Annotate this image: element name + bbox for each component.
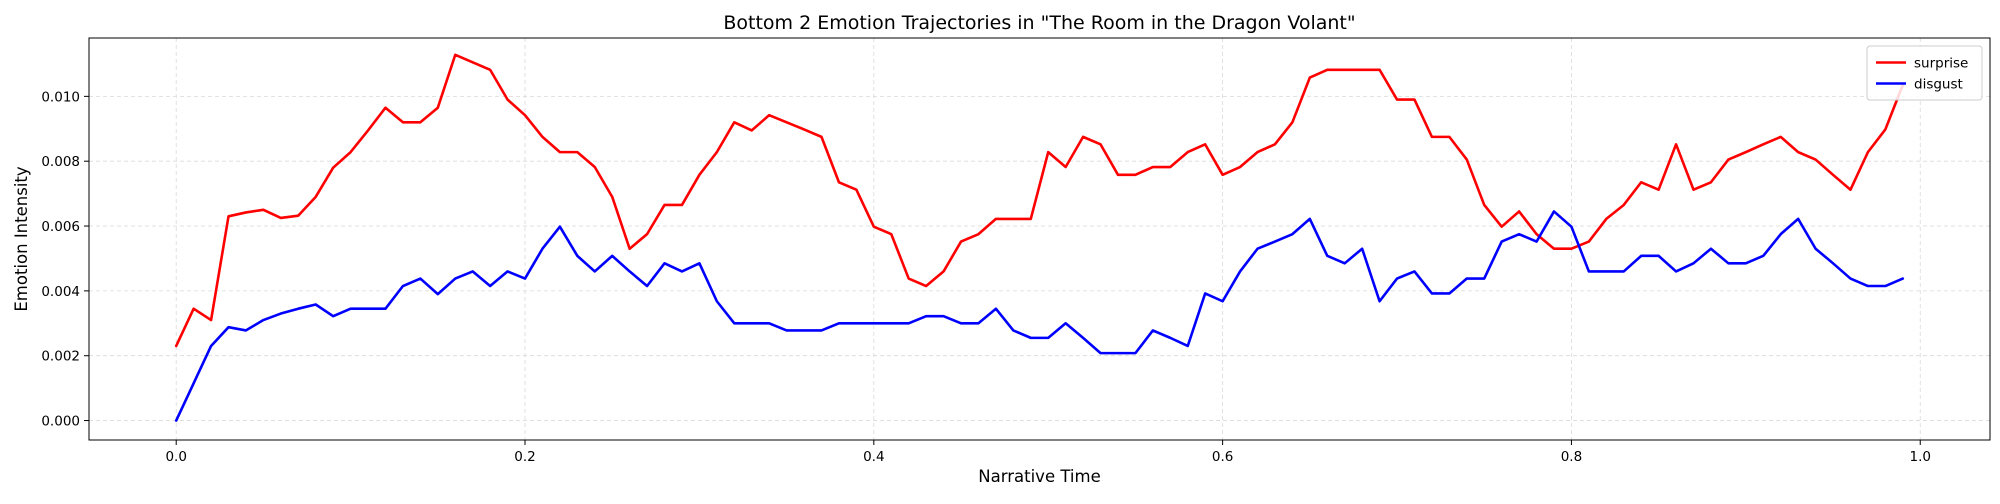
legend-box <box>1866 45 1983 101</box>
legend-label-disgust: disgust <box>1914 77 1963 93</box>
y-tick-label: 0.004 <box>41 284 80 300</box>
x-axis-label: Narrative Time <box>978 467 1100 486</box>
x-tick-label: 0.6 <box>1212 449 1233 465</box>
y-tick-label: 0.000 <box>41 414 80 430</box>
y-tick-label: 0.008 <box>41 154 80 170</box>
x-tick-label: 0.0 <box>165 449 186 465</box>
grid <box>89 38 1990 440</box>
x-tick-label: 0.8 <box>1561 449 1582 465</box>
legend-label-surprise: surprise <box>1914 56 1968 72</box>
y-tick-label: 0.006 <box>41 219 80 235</box>
y-axis-label: Emotion Intensity <box>12 166 31 311</box>
series-line-disgust <box>174 210 1905 422</box>
y-tick-label: 0.002 <box>41 349 80 365</box>
chart-title: Bottom 2 Emotion Trajectories in "The Ro… <box>723 12 1355 34</box>
x-tick-label: 1.0 <box>1909 449 1930 465</box>
x-tick-label: 0.4 <box>863 449 884 465</box>
x-tick-label: 0.2 <box>514 449 535 465</box>
legend: surprise disgust <box>1866 45 1983 101</box>
y-tick-label: 0.010 <box>41 89 80 105</box>
axis-ticks: 0.0 0.2 0.4 0.6 0.8 1.0 0.000 0.002 0.004 0.006 0.… <box>41 89 1931 465</box>
plot-frame <box>88 37 1991 441</box>
series-lines <box>174 53 1905 422</box>
series-line-surprise <box>174 53 1905 348</box>
